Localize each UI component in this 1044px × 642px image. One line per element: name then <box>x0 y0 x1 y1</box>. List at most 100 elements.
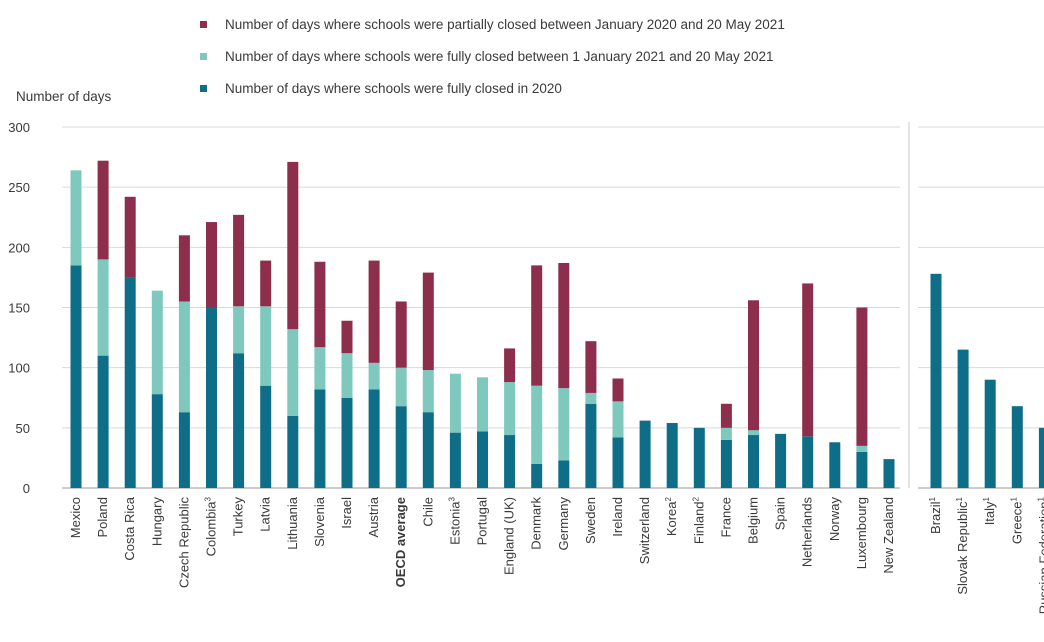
bar-belgium-series-1 <box>748 435 759 488</box>
y-tick-label-150: 150 <box>8 301 30 316</box>
x-tick-label-new-zealand: New Zealand <box>881 497 896 574</box>
bar-czech-republic-series-1 <box>178 412 190 488</box>
bar-ireland-series-2 <box>612 401 624 438</box>
bar-netherlands-series-1 <box>802 436 814 488</box>
x-tick-label-costa-rica: Costa Rica <box>122 496 137 560</box>
bar-oecd-average-series-1 <box>395 406 407 488</box>
bar-chile-series-2 <box>422 370 434 413</box>
x-tick-label-italy: Italy1 <box>982 496 997 525</box>
x-tick-label-footnote: 1 <box>955 496 964 501</box>
y-tick-label-50: 50 <box>16 421 30 436</box>
x-tick-label-belgium: Belgium <box>746 497 761 544</box>
x-tick-label-chile: Chile <box>420 497 435 527</box>
y-tick-label-200: 200 <box>8 240 30 255</box>
x-tick-label-turkey: Turkey <box>231 497 246 537</box>
bar-sweden-series-2 <box>585 392 597 404</box>
bar-slovenia-series-2 <box>314 347 326 390</box>
bar-ireland-series-1 <box>612 437 624 488</box>
y-axis-title: Number of days <box>16 89 112 104</box>
bar-costa-rica-series-1 <box>124 277 136 488</box>
x-tick-label-russian-federation: Russian Federation1 <box>1036 496 1044 614</box>
bar-england-uk-series-1 <box>504 435 516 488</box>
legend-swatch-partially-closed <box>200 20 207 28</box>
x-tick-label-austria: Austria <box>366 496 381 537</box>
bar-netherlands-series-3 <box>802 283 814 437</box>
bar-finland-series-1 <box>693 427 705 488</box>
x-tick-label-lithuania: Lithuania <box>285 496 300 550</box>
y-tick-label-100: 100 <box>8 361 30 376</box>
x-tick-label-footnote: 1 <box>1009 496 1018 501</box>
legend-item-partially-closed: Number of days where schools were partia… <box>200 8 785 40</box>
bar-latvia-series-3 <box>260 260 272 307</box>
legend: Number of days where schools were partia… <box>200 8 785 104</box>
bar-poland-series-2 <box>97 259 109 356</box>
bar-latvia-series-2 <box>260 306 272 386</box>
x-tick-label-footnote: 3 <box>447 496 456 501</box>
bar-austria-series-1 <box>368 389 380 488</box>
bar-slovenia-series-1 <box>314 389 326 488</box>
legend-swatch-fully-closed-2020 <box>200 84 207 92</box>
bar-israel-series-1 <box>341 397 353 488</box>
bar-mexico-series-1 <box>70 265 82 488</box>
y-tick-label-250: 250 <box>8 180 30 195</box>
legend-item-fully-closed-2021: Number of days where schools were fully … <box>200 40 785 72</box>
x-tick-label-ireland: Ireland <box>610 497 625 537</box>
bar-austria-series-2 <box>368 362 380 390</box>
x-tick-label-footnote: 2 <box>691 496 700 501</box>
bar-czech-republic-series-3 <box>178 235 190 302</box>
bar-czech-republic-series-2 <box>178 301 190 413</box>
bar-germany-series-3 <box>558 262 570 389</box>
x-tick-label-greece: Greece1 <box>1009 496 1024 544</box>
x-tick-label-oecd-average: OECD average <box>393 497 408 587</box>
x-tick-label-portugal: Portugal <box>475 497 490 546</box>
bar-turkey-series-3 <box>233 214 245 307</box>
x-tick-label-finland: Finland2 <box>691 496 706 544</box>
bar-sweden-series-3 <box>585 341 597 393</box>
bar-slovak-republic-series-1 <box>957 349 969 488</box>
bar-israel-series-3 <box>341 320 353 354</box>
x-tick-label-netherlands: Netherlands <box>800 497 815 568</box>
bar-spain-series-1 <box>775 433 787 488</box>
x-tick-label-footnote: 1 <box>982 496 991 501</box>
x-tick-label-mexico: Mexico <box>68 497 83 538</box>
bar-denmark-series-1 <box>531 463 543 488</box>
y-tick-label-300: 300 <box>8 120 30 135</box>
x-tick-label-footnote: 3 <box>204 496 213 501</box>
x-tick-label-hungary: Hungary <box>149 497 164 547</box>
bar-poland-series-3 <box>97 160 109 260</box>
bar-switzerland-series-1 <box>639 420 651 488</box>
bar-luxembourg-series-2 <box>856 445 868 452</box>
bar-lithuania-series-3 <box>287 161 299 330</box>
bar-chile-series-3 <box>422 272 434 371</box>
x-tick-label-slovenia: Slovenia <box>312 496 327 547</box>
bar-italy-series-1 <box>984 379 996 488</box>
bar-latvia-series-1 <box>260 385 272 488</box>
bar-greece-series-1 <box>1011 406 1023 488</box>
legend-swatch-fully-closed-2021 <box>200 52 207 60</box>
x-tick-label-footnote: 1 <box>1036 496 1044 501</box>
bar-oecd-average-series-3 <box>395 301 407 368</box>
bar-germany-series-2 <box>558 388 570 461</box>
x-tick-label-france: France <box>718 497 733 537</box>
bar-france-series-1 <box>720 439 732 488</box>
x-tick-label-israel: Israel <box>339 497 354 529</box>
bar-germany-series-1 <box>558 460 570 488</box>
bar-luxembourg-series-3 <box>856 307 868 446</box>
bar-portugal-series-1 <box>477 431 488 488</box>
bar-hungary-series-2 <box>151 290 163 395</box>
bar-lithuania-series-2 <box>287 329 299 416</box>
bar-russian-federation-series-1 <box>1038 427 1044 488</box>
bar-turkey-series-1 <box>233 353 245 488</box>
x-tick-label-germany: Germany <box>556 497 571 551</box>
bar-turkey-series-2 <box>233 306 245 354</box>
bar-estonia-series-1 <box>449 432 461 488</box>
bar-lithuania-series-1 <box>287 415 299 488</box>
x-tick-label-switzerland: Switzerland <box>637 497 652 564</box>
bar-hungary-series-1 <box>151 394 163 488</box>
y-tick-label-0: 0 <box>23 481 30 496</box>
bar-england-uk-series-3 <box>504 348 516 383</box>
bar-korea-series-1 <box>666 423 678 488</box>
x-tick-label-denmark: Denmark <box>529 497 544 550</box>
x-tick-label-slovak-republic: Slovak Republic1 <box>955 496 970 594</box>
